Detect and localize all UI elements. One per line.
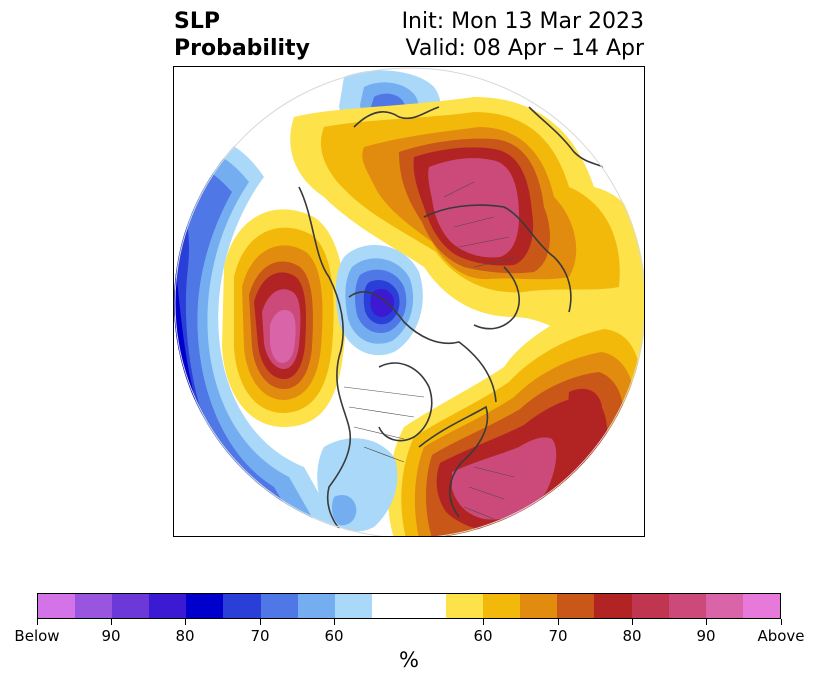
probability-map bbox=[174, 67, 644, 536]
title-metric: Probability bbox=[174, 36, 310, 61]
colorbar-tick bbox=[483, 619, 484, 625]
colorbar-segment bbox=[38, 594, 76, 618]
colorbar-tick bbox=[781, 619, 782, 625]
colorbar-segment bbox=[371, 594, 409, 618]
namerica-below-patch-inner bbox=[331, 495, 357, 526]
map-disk-edge bbox=[174, 67, 644, 536]
colorbar-tick-label: 80 bbox=[622, 627, 642, 645]
colorbar-segment bbox=[297, 594, 335, 618]
title-right: Init: Mon 13 Mar 2023 Valid: 08 Apr – 14… bbox=[402, 8, 644, 62]
colorbar-segment bbox=[408, 594, 447, 618]
colorbar-segment bbox=[186, 594, 224, 618]
valid-range: Valid: 08 Apr – 14 Apr bbox=[405, 36, 645, 61]
title-variable: SLP bbox=[174, 9, 220, 34]
colorbar-tick bbox=[260, 619, 261, 625]
init-date: Init: Mon 13 Mar 2023 bbox=[401, 9, 644, 34]
colorbar-tick-label: Below bbox=[14, 627, 60, 645]
coastlines bbox=[298, 106, 620, 536]
colorbar-tick bbox=[558, 619, 559, 625]
colorbar-segment bbox=[631, 594, 669, 618]
colorbar bbox=[37, 593, 781, 619]
colorbar-segment bbox=[668, 594, 706, 618]
colorbar-tick-label: 90 bbox=[696, 627, 716, 645]
colorbar-tick-label: 70 bbox=[250, 627, 270, 645]
colorbar-tick-label: 90 bbox=[101, 627, 121, 645]
colorbar-segment bbox=[520, 594, 558, 618]
colorbar-segment bbox=[112, 594, 150, 618]
colorbar-tick-label: 80 bbox=[175, 627, 195, 645]
map-panel bbox=[173, 66, 645, 537]
colorbar-tick bbox=[632, 619, 633, 625]
colorbar-tick-label: Above bbox=[757, 627, 805, 645]
colorbar-tick bbox=[111, 619, 112, 625]
colorbar-segment bbox=[446, 594, 484, 618]
colorbar-segment bbox=[149, 594, 187, 618]
colorbar-tick-label: 60 bbox=[473, 627, 493, 645]
colorbar-tick bbox=[185, 619, 186, 625]
colorbar-segment bbox=[75, 594, 113, 618]
colorbar-segment bbox=[705, 594, 743, 618]
colorbar-tick-label: 70 bbox=[548, 627, 568, 645]
colorbar-segment bbox=[594, 594, 632, 618]
title-left: SLP Probability bbox=[174, 8, 310, 62]
colorbar-segment bbox=[557, 594, 595, 618]
colorbar-tick bbox=[706, 619, 707, 625]
colorbar-unit: % bbox=[399, 648, 419, 672]
pacific-above-region bbox=[222, 209, 346, 427]
colorbar-segment bbox=[334, 594, 372, 618]
colorbar-segment bbox=[260, 594, 298, 618]
colorbar-tick-label: 60 bbox=[324, 627, 344, 645]
colorbar-segment bbox=[223, 594, 261, 618]
colorbar-segment bbox=[483, 594, 521, 618]
colorbar-segment bbox=[742, 594, 780, 618]
borders bbox=[343, 181, 520, 520]
colorbar-tick bbox=[37, 619, 38, 625]
colorbar-tick bbox=[334, 619, 335, 625]
